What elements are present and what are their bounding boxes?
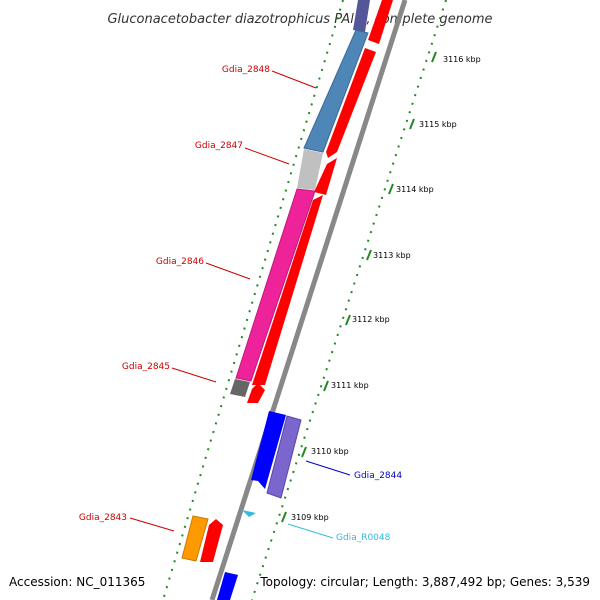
- accession-label: Accession: NC_011365: [9, 575, 145, 589]
- cds-forward: [247, 383, 265, 403]
- cds-reverse: [353, 0, 370, 32]
- cds-forward: [200, 519, 223, 562]
- scale-tick: [301, 446, 307, 458]
- cds-forward: [326, 48, 376, 158]
- trna-marker: [242, 510, 256, 517]
- cds-forward: [314, 158, 337, 195]
- scale-label: 3116 kbp: [443, 55, 481, 64]
- scale-tick: [431, 51, 437, 63]
- scale-label: 3113 kbp: [373, 251, 411, 260]
- scale-tick: [323, 380, 329, 392]
- scale-label: 3110 kbp: [311, 447, 349, 456]
- cds-reverse: [217, 572, 238, 600]
- scale-label: 3112 kbp: [352, 315, 390, 324]
- gene-leader-line: [287, 523, 334, 539]
- genome-backbone: [209, 0, 408, 600]
- feature-bar: [303, 29, 369, 153]
- gene-leader-line: [129, 517, 175, 532]
- scale-tick: [388, 183, 394, 195]
- map-title: Gluconacetobacter diazotrophicus PAl 5, …: [107, 12, 492, 27]
- gene-label: Gdia_2845: [122, 362, 170, 372]
- scale-label: 3109 kbp: [291, 513, 329, 522]
- scale-ticks: [281, 51, 437, 523]
- feature-bar: [181, 515, 209, 562]
- scale-tick: [281, 511, 287, 523]
- scale-tick: [366, 249, 372, 261]
- gene-label: Gdia_R0048: [336, 533, 391, 543]
- scale-label: 3115 kbp: [419, 120, 457, 129]
- cds-forward: [252, 195, 323, 385]
- gene-label: Gdia_2848: [222, 65, 270, 75]
- scale-tick: [409, 118, 415, 130]
- gene-label: Gdia_2847: [195, 141, 243, 151]
- gene-label: Gdia_2843: [79, 513, 127, 523]
- gene-label: Gdia_2844: [354, 471, 402, 481]
- cds-forward: [368, 0, 393, 44]
- scale-ring-outer: [251, 0, 447, 600]
- scale-label: 3114 kbp: [396, 185, 434, 194]
- scale-ring-inner: [162, 0, 344, 600]
- gene-leader-line: [271, 70, 317, 89]
- feature-bar: [297, 149, 323, 190]
- cds-reverse: [266, 415, 302, 499]
- gene-leader-line: [244, 147, 290, 165]
- scale-tick: [345, 314, 351, 326]
- scale-label: 3111 kbp: [331, 381, 369, 390]
- feature-bar: [230, 379, 250, 397]
- gene-leader-line: [305, 460, 351, 476]
- genome-summary: Topology: circular; Length: 3,887,492 bp…: [259, 575, 590, 589]
- cds-reverse: [251, 411, 286, 489]
- gene-label: Gdia_2846: [156, 257, 204, 267]
- gene-leader-line: [171, 367, 217, 383]
- feature-bar: [235, 188, 316, 382]
- gene-leader-line: [205, 262, 251, 280]
